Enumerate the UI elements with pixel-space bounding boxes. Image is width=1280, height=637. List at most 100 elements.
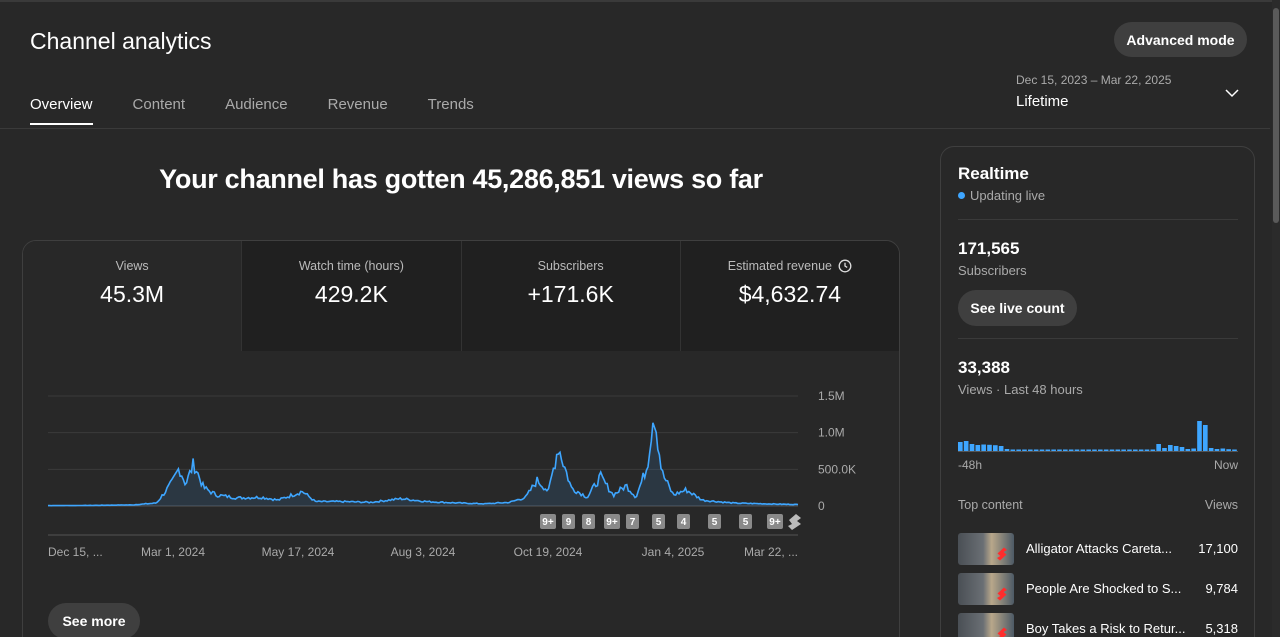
divider: [958, 219, 1238, 220]
annotation-marker-label: 9+: [769, 517, 781, 528]
y-tick-label: 1.0M: [818, 426, 845, 440]
annotation-marker: [540, 514, 556, 529]
tab-audience[interactable]: Audience: [225, 96, 288, 113]
realtime-bar: [1138, 449, 1144, 451]
annotation-marker: [739, 514, 752, 529]
realtime-bar: [1057, 449, 1062, 451]
views-chart: 1.5M 1.0M 500.0K 0 9+ 9 8 9+ 7 5 4 5 5 9+ Dec 15, ... M…: [23, 351, 899, 601]
realtime-bar: [1098, 449, 1103, 451]
see-live-count-button[interactable]: See live count: [958, 290, 1077, 326]
realtime-bar: [1039, 449, 1045, 451]
realtime-views-label: Views · Last 48 hours: [958, 382, 1083, 397]
realtime-bar: [1010, 449, 1016, 451]
series-line: [48, 422, 799, 507]
subscribers-value: 171,565: [958, 239, 1020, 258]
metric-views[interactable]: Views 45.3M: [23, 241, 242, 351]
realtime-bar: [1016, 449, 1021, 451]
video-title: Alligator Attacks Careta...: [1026, 541, 1172, 556]
top-content-label: Top content: [958, 498, 1023, 512]
annotation-marker: [582, 514, 595, 529]
metric-value: 45.3M: [100, 281, 165, 307]
realtime-bar: [987, 444, 992, 451]
date-range-picker[interactable]: Dec 15, 2023 – Mar 22, 2025 Lifetime: [1016, 73, 1246, 115]
tab-content[interactable]: Content: [132, 96, 186, 113]
metric-watch-time[interactable]: Watch time (hours) 429.2K: [241, 241, 461, 351]
x-tick-label: Mar 1, 2024: [141, 545, 205, 559]
metric-value: 429.2K: [314, 281, 388, 307]
realtime-bar: [1220, 448, 1226, 451]
see-more-button[interactable]: See more: [48, 603, 140, 637]
realtime-bar: [1185, 449, 1191, 451]
annotation-marker: [626, 514, 639, 529]
overview-chart-card: Views 45.3M Watch time (hours) 429.2K Su…: [22, 240, 900, 637]
annotation-marker-label: 9+: [606, 517, 618, 528]
page-title: Channel analytics: [30, 28, 212, 54]
annotation-marker-label: 5: [743, 517, 749, 528]
shorts-marker-icon: [788, 514, 801, 530]
metric-label-row: Estimated revenue: [681, 259, 899, 273]
realtime-status: Updating live: [958, 188, 1045, 203]
realtime-bar: [1028, 449, 1033, 451]
annotation-marker-label: 4: [681, 517, 687, 528]
x-tick-label: Jan 4, 2025: [642, 545, 705, 559]
metric-value: +171.6K: [527, 281, 614, 307]
video-views: 5,318: [1205, 621, 1238, 636]
realtime-bar: [1051, 449, 1056, 451]
realtime-bar: [1168, 445, 1173, 451]
subscribers-label: Subscribers: [958, 263, 1027, 278]
realtime-bar: [1191, 448, 1196, 451]
page-scrollbar-thumb[interactable]: [1273, 8, 1279, 223]
tab-bar: Overview Content Audience Revenue Trends: [30, 96, 514, 125]
tab-overview[interactable]: Overview: [30, 96, 93, 125]
video-views: 9,784: [1205, 581, 1238, 596]
x-tick-label: Aug 3, 2024: [391, 545, 456, 559]
views-headline: Your channel has gotten 45,286,851 views…: [159, 164, 763, 194]
realtime-chart-axis: -48h Now: [958, 458, 1238, 472]
realtime-bar: [1179, 447, 1185, 451]
realtime-bar: [1226, 449, 1231, 451]
realtime-bar: [1162, 448, 1167, 451]
metric-label: Estimated revenue: [727, 259, 832, 273]
realtime-bar: [1074, 449, 1080, 451]
realtime-bar: [969, 444, 975, 451]
annotation-marker-label: 8: [586, 517, 592, 528]
annotation-marker-label: 5: [656, 517, 662, 528]
realtime-bar: [1063, 449, 1068, 451]
realtime-bar: [1109, 449, 1115, 451]
page-scrollbar-track[interactable]: [1272, 0, 1280, 637]
annotation-marker-label: 9+: [542, 517, 554, 528]
realtime-bar: [1121, 449, 1126, 451]
realtime-bar: [998, 446, 1004, 451]
realtime-bar: [958, 442, 963, 451]
metric-subscribers[interactable]: Subscribers +171.6K: [460, 241, 680, 351]
axis-end-label: Now: [1213, 458, 1238, 472]
top-content-item[interactable]: Alligator Attacks Careta... 17,100: [958, 533, 1238, 565]
realtime-bar: [963, 441, 969, 451]
tab-divider: [0, 128, 1270, 129]
metric-label: Views: [115, 259, 149, 273]
annotation-marker: [708, 514, 721, 529]
realtime-bar: [1214, 449, 1220, 451]
metric-revenue[interactable]: Estimated revenue $4,632.74: [679, 241, 899, 351]
top-content-header: Top content Views: [958, 498, 1238, 512]
realtime-bar: [981, 444, 986, 451]
x-tick-label: May 17, 2024: [262, 545, 335, 559]
video-views: 17,100: [1198, 541, 1238, 556]
views-column-label: Views: [1204, 498, 1238, 512]
realtime-bar: [1133, 449, 1138, 451]
annotation-marker-label: 7: [630, 517, 636, 528]
top-content-item[interactable]: People Are Shocked to S... 9,784: [958, 573, 1238, 605]
video-title: Boy Takes a Risk to Retur...: [1026, 621, 1186, 636]
clock-icon: [838, 259, 852, 273]
metric-value: $4,632.74: [738, 281, 842, 307]
tab-trends[interactable]: Trends: [427, 96, 474, 113]
video-thumbnail: [958, 613, 1014, 637]
tab-revenue[interactable]: Revenue: [327, 96, 388, 113]
y-tick-label: 0: [818, 499, 825, 513]
realtime-bar: [1022, 449, 1027, 451]
top-content-item[interactable]: Boy Takes a Risk to Retur... 5,318: [958, 613, 1238, 637]
realtime-bar: [1232, 449, 1237, 451]
views-chart-svg: 1.5M 1.0M 500.0K 0 9+ 9 8 9+ 7 5 4 5 5 9+ Dec 15, ... M…: [48, 389, 856, 559]
advanced-mode-button[interactable]: Advanced mode: [1114, 22, 1247, 57]
annotation-marker-label: 5: [712, 517, 718, 528]
